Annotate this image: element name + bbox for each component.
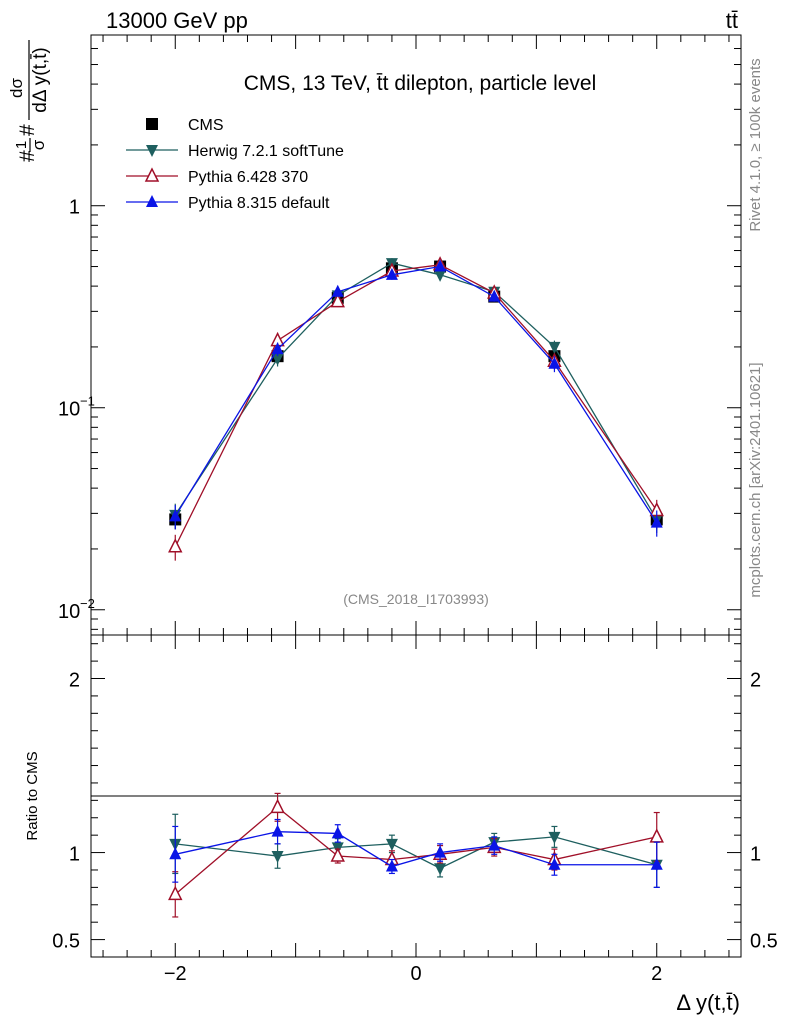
ratio-point-pythia-8-315-default: [385, 859, 398, 872]
x-tick-label: 2: [651, 963, 662, 985]
ratio-point-pythia-6-428-370: [168, 885, 183, 901]
y-tick-label-ratio: 2: [69, 670, 80, 692]
header-energy-label: 13000 GeV pp: [106, 8, 248, 33]
legend: CMS Herwig 7.2.1 softTune Pythia 6.428 370…: [126, 117, 344, 212]
main-series: [168, 256, 664, 561]
point-pythia-8-315-default: [385, 267, 398, 280]
ratio-point-pythia-8-315-default: [548, 857, 561, 870]
svg-text:dσ: dσ: [7, 78, 26, 98]
x-tick-label: 0: [410, 963, 421, 985]
y-tick-label-ratio: 0.5: [52, 931, 80, 953]
ratio-point-pythia-8-315-default: [331, 826, 344, 839]
y-tick-label-main: 10: [58, 601, 80, 623]
y-tick-label-main: 1: [69, 197, 80, 219]
ratio-point-pythia-6-428-370: [649, 828, 664, 843]
series-line-pythia-8-315-default: [174, 265, 658, 523]
legend-label-pythia-6-428-370: Pythia 6.428 370: [188, 169, 308, 186]
legend-marker-cms: [146, 118, 158, 130]
point-pythia-6-428-370: [168, 538, 183, 553]
ratio-point-pythia-8-315-default: [271, 824, 284, 837]
point-pythia-8-315-default: [488, 289, 501, 302]
svg-text:σ: σ: [29, 139, 48, 150]
svg-text:1: 1: [13, 141, 30, 149]
ratio-line-pythia-6-428-370: [174, 806, 657, 895]
ratio-line-pythia-8-315-default: [175, 831, 657, 868]
point-herwig-7-2-1-softtune: [271, 353, 284, 366]
ratio-line-herwig-7-2-1-softtune: [175, 836, 657, 869]
legend-marker-pythia-6-428-370: [144, 167, 160, 182]
point-pythia-8-315-default: [548, 356, 561, 369]
point-pythia-8-315-default: [169, 509, 182, 522]
y-tick-label-exponent: −1: [80, 394, 95, 409]
ratio-point-pythia-6-428-370: [330, 847, 345, 862]
y-tick-label-main: 10: [58, 399, 80, 421]
point-pythia-6-428-370: [330, 292, 345, 308]
x-axis-label: Δ y(t,t̄): [676, 990, 740, 1015]
series-line-pythia-6-428-370: [174, 264, 658, 548]
main-y-axis-label: # 1 σ # dσ dΔ y(t,t̄): [7, 40, 51, 162]
y-tick-label-ratio-right: 2: [750, 670, 761, 692]
legend-marker-pythia-8-315-default: [146, 195, 158, 207]
point-herwig-7-2-1-softtune: [548, 341, 561, 354]
svg-text:dΔ y(t,t̄): dΔ y(t,t̄): [30, 47, 51, 112]
main-axes: [91, 34, 741, 635]
mcplots-label: mcplots.cern.ch [arXiv:2401.10621]: [747, 362, 764, 597]
point-pythia-8-315-default: [434, 259, 447, 272]
ratio-point-pythia-6-428-370: [270, 798, 285, 814]
series-line-herwig-7-2-1-softtune: [174, 262, 658, 520]
ratio-point-pythia-8-315-default: [650, 857, 663, 870]
rivet-label: Rivet 4.1.0, ≥ 100k events: [747, 58, 764, 231]
legend-label-herwig-7-2-1-softtune: Herwig 7.2.1 softTune: [188, 143, 344, 160]
point-pythia-8-315-default: [331, 284, 344, 297]
ratio-point-herwig-7-2-1-softtune: [434, 863, 447, 876]
ratio-point-herwig-7-2-1-softtune: [548, 831, 561, 844]
legend-label-pythia-8-315-default: Pythia 8.315 default: [188, 195, 330, 212]
ratio-series: [168, 792, 664, 918]
legend-marker-herwig-7-2-1-softtune: [146, 145, 158, 157]
x-tick-label: −2: [164, 963, 187, 985]
ratio-point-herwig-7-2-1-softtune: [385, 838, 398, 851]
ratio-point-pythia-8-315-default: [434, 845, 447, 858]
ratio-point-pythia-8-315-default: [488, 838, 501, 851]
point-pythia-8-315-default: [650, 515, 663, 528]
legend-label-cms: CMS: [188, 117, 224, 134]
chart-title: CMS, 13 TeV, t̄t dilepton, particle leve…: [244, 72, 597, 95]
ratio-point-herwig-7-2-1-softtune: [271, 851, 284, 864]
svg-text:#: #: [16, 150, 39, 162]
y-tick-label-ratio: 1: [69, 844, 80, 866]
ratio-y-axis-label: Ratio to CMS: [24, 751, 41, 840]
point-pythia-8-315-default: [271, 342, 284, 355]
y-tick-label-exponent: −2: [80, 596, 95, 611]
ratio-axes: [91, 635, 741, 958]
y-tick-label-ratio-right: 0.5: [750, 931, 778, 953]
point-herwig-7-2-1-softtune: [434, 269, 447, 282]
analysis-id: (CMS_2018_I1703993): [343, 591, 489, 607]
header-process-label: tt̄: [726, 8, 738, 33]
tick-labels: −2 0 210 −210 −110.5 0.51 12 2: [52, 197, 778, 985]
y-tick-label-ratio-right: 1: [750, 844, 761, 866]
ratio-point-pythia-8-315-default: [169, 847, 182, 860]
svg-text:#: #: [16, 124, 39, 136]
